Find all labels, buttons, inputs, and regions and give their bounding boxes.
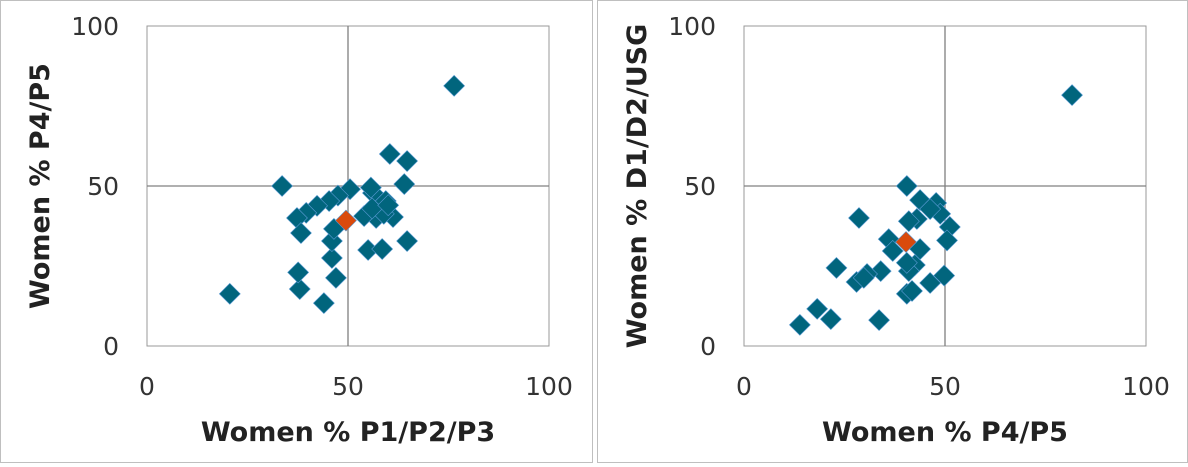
data-point (290, 222, 312, 244)
data-point (897, 210, 920, 233)
y-tick-label: 100 (668, 12, 716, 41)
chart-panel-right: 0 50 100 0 50 100 Women % P4/P5 Women % D1/D2/U… (597, 0, 1188, 463)
x-tick-label: 0 (736, 372, 752, 401)
data-point (287, 261, 310, 284)
x-tick-label: 100 (1122, 372, 1170, 401)
data-point (312, 292, 335, 315)
y-tick-label: 100 (71, 12, 119, 41)
x-tick-label: 50 (929, 372, 961, 401)
y-axis-label: Women % D1/D2/USG (622, 24, 653, 349)
data-point (378, 143, 401, 165)
data-point (377, 194, 400, 217)
data-point (848, 207, 870, 229)
data-point (320, 247, 343, 269)
data-point (288, 278, 311, 300)
data-point (919, 198, 942, 220)
chart-panel-left: 0 50 100 0 50 100 Women % P1/P2/P3 Women % P4/P… (0, 0, 593, 463)
data-point (881, 240, 904, 262)
y-tick-label: 0 (700, 332, 716, 361)
data-point (852, 266, 875, 289)
data-point (1061, 84, 1083, 107)
data-point (218, 282, 241, 305)
data-point (936, 229, 958, 252)
highlight-data-point (335, 209, 357, 232)
data-point (371, 238, 394, 260)
x-axis-label: Women % P1/P2/P3 (201, 417, 495, 448)
data-point (806, 297, 829, 320)
data-point (825, 256, 848, 279)
data-point (359, 176, 382, 199)
data-point (819, 308, 842, 331)
y-tick-label: 50 (684, 172, 716, 201)
data-point (901, 280, 923, 302)
data-point (933, 264, 956, 287)
data-point (895, 251, 918, 274)
y-tick-label: 0 (103, 332, 119, 361)
data-point (271, 175, 293, 197)
y-axis-label: Women % P4/P5 (25, 63, 56, 309)
data-point (895, 175, 918, 197)
data-point (393, 173, 416, 196)
y-tick-label: 50 (87, 172, 119, 201)
x-tick-label: 50 (332, 372, 364, 401)
data-point (919, 272, 942, 294)
x-tick-label: 0 (139, 372, 155, 401)
data-point (325, 266, 347, 289)
data-point (396, 150, 419, 172)
data-point (396, 230, 419, 252)
data-point (868, 309, 890, 332)
data-point (788, 313, 811, 336)
scatter-chart-right: 0 50 100 0 50 100 Women % P4/P5 Women % D1/D2/U… (622, 12, 1170, 448)
scatter-chart-left: 0 50 100 0 50 100 Women % P1/P2/P3 Women % P4/P… (25, 12, 573, 448)
x-tick-label: 100 (525, 372, 573, 401)
x-axis-label: Women % P4/P5 (822, 417, 1068, 448)
data-point (443, 74, 466, 97)
highlight-data-point (895, 231, 917, 253)
